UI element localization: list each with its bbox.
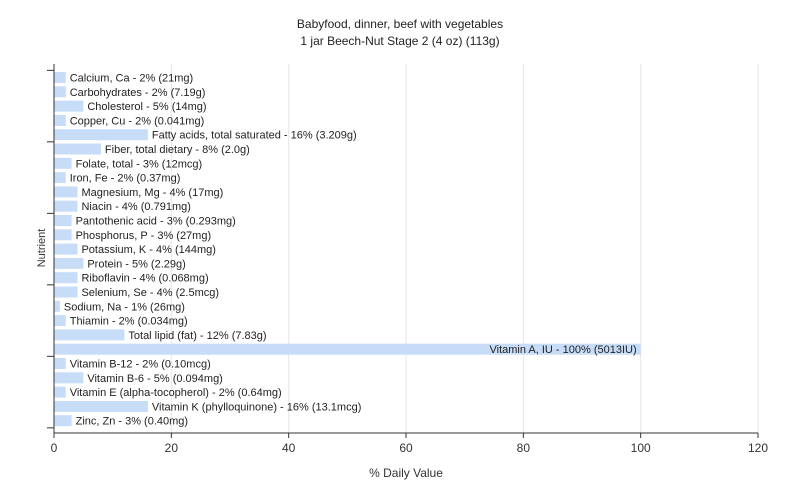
bar: [54, 386, 66, 398]
bar: [54, 286, 78, 298]
axes: 0 20 40 60 80 100 120: [47, 64, 768, 455]
bar: [54, 315, 66, 327]
bar-label: Magnesium, Mg - 4% (17mg): [81, 187, 223, 199]
bar-label: Potassium, K - 4% (144mg): [81, 244, 216, 256]
x-tick-label: 20: [165, 441, 179, 455]
bar: [54, 129, 148, 141]
bar: [54, 300, 60, 312]
bar-label: Protein - 5% (2.29g): [87, 258, 185, 270]
x-axis-label: % Daily Value: [369, 466, 443, 480]
bar: [54, 372, 84, 384]
x-tick-label: 40: [282, 441, 296, 455]
bar: [54, 257, 84, 269]
bar: [54, 215, 72, 226]
bar-label: Vitamin K (phylloquinone) - 16% (13.1mcg…: [152, 401, 362, 413]
bar-label: Niacin - 4% (0.791mg): [81, 201, 190, 213]
x-tick-label: 80: [517, 441, 531, 455]
bar: [54, 143, 101, 155]
x-tick-label: 0: [51, 441, 58, 455]
bar: [54, 200, 78, 212]
x-tick-label: 120: [748, 441, 768, 455]
bar-label: Zinc, Zn - 3% (0.40mg): [76, 416, 188, 428]
bar: [54, 114, 66, 126]
bar: [54, 157, 72, 169]
chart-title: Babyfood, dinner, beef with vegetables: [297, 17, 503, 31]
bar: [54, 86, 66, 98]
x-tick-label: 100: [631, 441, 651, 455]
bar: [54, 243, 78, 255]
bar-label: Folate, total - 3% (12mcg): [76, 158, 203, 170]
bar-label: Riboflavin - 4% (0.068mg): [81, 273, 208, 285]
bar: [54, 358, 66, 369]
chart-subtitle: 1 jar Beech-Nut Stage 2 (4 oz) (113g): [300, 34, 499, 48]
bar-label: Vitamin B-12 - 2% (0.10mcg): [70, 359, 211, 371]
bar: [54, 272, 78, 284]
bar-label: Thiamin - 2% (0.034mg): [70, 316, 188, 328]
bar-label: Sodium, Na - 1% (26mg): [64, 301, 185, 313]
bar-label: Iron, Fe - 2% (0.37mg): [70, 173, 181, 185]
bar-label: Cholesterol - 5% (14mg): [87, 101, 206, 113]
y-axis-label: Nutrient: [36, 229, 48, 268]
bar-label: Selenium, Se - 4% (2.5mcg): [81, 287, 219, 299]
bar-label: Total lipid (fat) - 12% (7.83g): [128, 330, 266, 342]
grid: [170, 64, 759, 433]
bar: [54, 186, 78, 198]
bar-label: Pantothenic acid - 3% (0.293mg): [76, 216, 236, 228]
bar: [54, 415, 72, 427]
bar-label: Copper, Cu - 2% (0.041mg): [70, 115, 205, 127]
bar-label: Vitamin E (alpha-tocopherol) - 2% (0.64m…: [70, 387, 282, 399]
bar-label: Vitamin A, IU - 100% (5013IU): [490, 344, 637, 356]
bar: [54, 229, 72, 241]
bar-label: Fatty acids, total saturated - 16% (3.20…: [152, 130, 357, 142]
bar: [54, 343, 641, 355]
bar-label: Phosphorus, P - 3% (27mg): [76, 230, 212, 242]
bar: [54, 100, 84, 112]
bar-label: Carbohydrates - 2% (7.19g): [70, 87, 206, 99]
bar: [54, 72, 66, 83]
bar-label: Calcium, Ca - 2% (21mg): [70, 73, 193, 85]
bar: [54, 172, 66, 184]
bar: [54, 400, 148, 412]
bar: [54, 329, 125, 341]
bar-label: Vitamin B-6 - 5% (0.094mg): [87, 373, 223, 385]
bars: Calcium, Ca - 2% (21mg) Carbohydrates - 2…: [54, 72, 641, 428]
x-tick-label: 60: [399, 441, 413, 455]
bar-label: Fiber, total dietary - 8% (2.0g): [105, 144, 250, 156]
